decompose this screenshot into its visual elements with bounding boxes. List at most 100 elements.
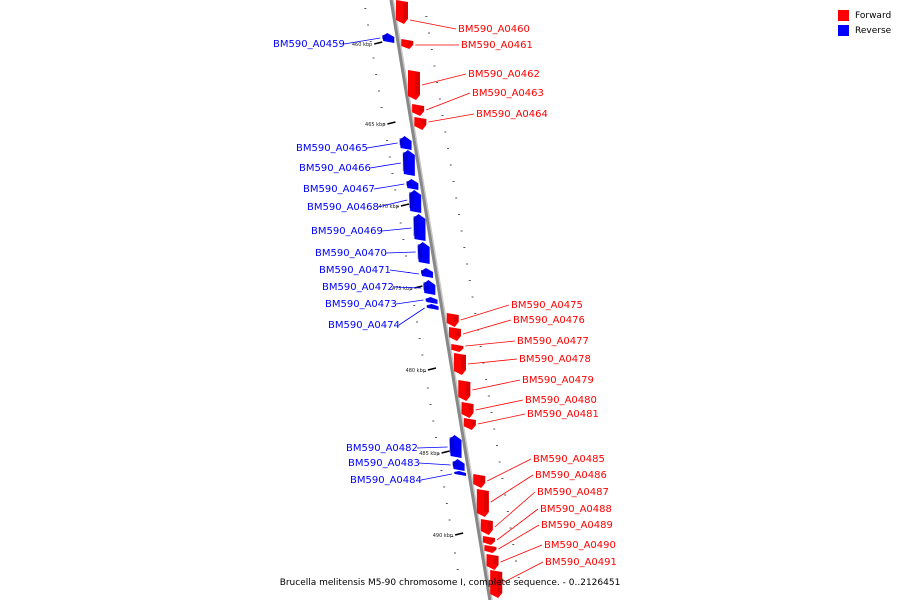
ruler-minor-tick xyxy=(367,24,370,26)
gene-bm590_a0488[interactable]: BM590_A0488 xyxy=(483,504,612,545)
ruler-minor-tick xyxy=(512,544,515,545)
gene-label: BM590_A0462 xyxy=(468,69,540,80)
ruler-label: 480 kbp xyxy=(406,368,426,374)
gene-leader-line xyxy=(420,473,453,481)
gene-bm590_a0479[interactable]: BM590_A0479 xyxy=(458,375,594,401)
legend-reverse[interactable]: Reverse xyxy=(838,23,891,38)
ruler-minor-tick xyxy=(410,288,413,290)
gene-bm590_a0470[interactable]: BM590_A0470 xyxy=(315,242,430,264)
gene-block-shade xyxy=(408,41,414,45)
gene-block-shade xyxy=(471,420,476,426)
gene-bm590_a0474[interactable]: BM590_A0474 xyxy=(328,304,439,331)
gene-leader-line xyxy=(498,524,540,550)
legend-forward-label: Forward xyxy=(855,10,892,21)
ruler-minor-tick xyxy=(485,379,488,380)
gene-leader-line xyxy=(504,561,544,583)
gene-bm590_a0467[interactable]: BM590_A0467 xyxy=(303,179,419,195)
ruler-label: 460 kbp xyxy=(352,42,372,48)
gene-block-shade xyxy=(413,216,419,236)
gene-leader-line xyxy=(385,251,416,254)
gene-leader-line xyxy=(425,92,471,111)
gene-bm590_a0486[interactable]: BM590_A0486 xyxy=(476,470,607,517)
gene-label: BM590_A0488 xyxy=(540,504,612,515)
gene-label: BM590_A0486 xyxy=(535,470,607,481)
ruler-minor-tick xyxy=(432,420,435,422)
gene-label: BM590_A0484 xyxy=(350,475,422,486)
gene-bm590_a0469[interactable]: BM590_A0469 xyxy=(311,214,426,241)
gene-block-shade xyxy=(453,315,459,322)
gene-bm590_a0466[interactable]: BM590_A0466 xyxy=(299,150,415,176)
gene-leader-line xyxy=(472,379,521,391)
gene-block-shade xyxy=(465,382,471,396)
gene-block-shade xyxy=(453,473,459,474)
gene-label: BM590_A0485 xyxy=(533,454,605,465)
ruler-label: 470 kbp xyxy=(379,204,399,210)
gene-label: BM590_A0479 xyxy=(522,375,594,386)
gene-bm590_a0463[interactable]: BM590_A0463 xyxy=(412,88,544,116)
gene-bm590_a0491[interactable]: BM590_A0491 xyxy=(490,557,617,598)
gene-bm590_a0481[interactable]: BM590_A0481 xyxy=(463,409,599,430)
ruler-minor-tick xyxy=(440,470,443,471)
gene-bm590_a0472[interactable]: BM590_A0472 xyxy=(322,280,436,295)
gene-leader-line xyxy=(395,299,424,305)
gene-leader-line xyxy=(377,199,408,208)
ruler-minor-tick xyxy=(487,395,490,397)
gene-label: BM590_A0490 xyxy=(544,540,616,551)
ruler-minor-tick xyxy=(453,552,456,554)
ruler-label: 490 kbp xyxy=(433,533,453,539)
sequence-caption: Brucella melitensis M5-90 chromosome I, … xyxy=(279,578,621,588)
gene-block xyxy=(426,304,439,310)
gene-leader-line xyxy=(389,269,420,275)
gene-leader-line xyxy=(490,474,534,503)
ruler-minor-tick xyxy=(436,82,439,83)
ruler-minor-tick xyxy=(451,536,454,537)
ruler-minor-tick xyxy=(364,8,367,9)
gene-bm590_a0484[interactable]: BM590_A0484 xyxy=(350,471,466,486)
gene-label: BM590_A0465 xyxy=(296,143,368,154)
gene-bm590_a0482[interactable]: BM590_A0482 xyxy=(346,435,462,458)
gene-label: BM590_A0472 xyxy=(322,282,394,293)
reverse-swatch-icon xyxy=(838,25,849,36)
gene-bm590_a0483[interactable]: BM590_A0483 xyxy=(348,458,465,471)
ruler-minor-tick xyxy=(456,569,459,570)
legend-forward[interactable]: Forward xyxy=(838,8,891,23)
ruler-minor-tick xyxy=(495,445,498,446)
gene-leader-line xyxy=(343,37,381,45)
gene-label: BM590_A0460 xyxy=(458,24,530,35)
ruler-minor-tick xyxy=(380,107,383,108)
gene-label: BM590_A0470 xyxy=(315,248,387,259)
ruler-minor-tick xyxy=(429,404,432,405)
gene-bm590_a0468[interactable]: BM590_A0468 xyxy=(307,190,422,213)
ruler-minor-tick xyxy=(424,371,427,372)
gene-bm590_a0459[interactable]: BM590_A0459 xyxy=(273,33,395,50)
gene-bm590_a0480[interactable]: BM590_A0480 xyxy=(461,395,597,418)
gene-block-shade xyxy=(426,306,432,308)
ruler-minor-tick xyxy=(413,305,416,306)
gene-leader-line xyxy=(369,162,401,169)
gene-bm590_a0477[interactable]: BM590_A0477 xyxy=(451,336,589,352)
gene-bm590_a0478[interactable]: BM590_A0478 xyxy=(453,353,591,375)
ruler-minor-tick xyxy=(479,346,482,347)
gene-leader-line xyxy=(418,462,451,466)
gene-bm590_a0464[interactable]: BM590_A0464 xyxy=(414,109,548,130)
gene-bm590_a0471[interactable]: BM590_A0471 xyxy=(319,265,433,278)
gene-bm590_a0489[interactable]: BM590_A0489 xyxy=(484,520,613,553)
ruler-major-tick xyxy=(400,203,410,207)
ruler-minor-tick xyxy=(517,577,520,578)
gene-bm590_a0473[interactable]: BM590_A0473 xyxy=(325,297,438,310)
gene-bm590_a0460[interactable]: BM590_A0460 xyxy=(395,0,530,35)
ruler-minor-tick xyxy=(402,239,405,240)
gene-bm590_a0490[interactable]: BM590_A0490 xyxy=(486,540,616,570)
gene-bm590_a0485[interactable]: BM590_A0485 xyxy=(473,454,605,488)
gene-bm590_a0461[interactable]: BM590_A0461 xyxy=(401,39,533,51)
gene-bm590_a0476[interactable]: BM590_A0476 xyxy=(449,315,585,341)
gene-leader-line xyxy=(381,227,412,232)
gene-bm590_a0487[interactable]: BM590_A0487 xyxy=(480,487,609,535)
ruler-minor-tick xyxy=(498,461,501,463)
gene-bm590_a0475[interactable]: BM590_A0475 xyxy=(446,300,583,327)
gene-leader-line xyxy=(428,113,475,123)
gene-bm590_a0462[interactable]: BM590_A0462 xyxy=(407,69,540,100)
gene-block-shade xyxy=(419,106,425,112)
gene-bm590_a0465[interactable]: BM590_A0465 xyxy=(296,136,412,154)
